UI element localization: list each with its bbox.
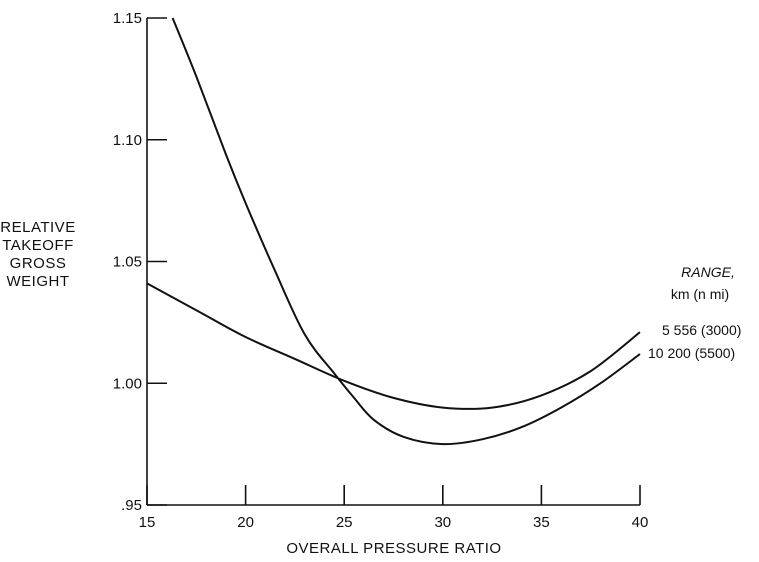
x-tick-label: 35 <box>533 514 550 531</box>
y-axis-label-line-2: TAKEOFF <box>2 237 74 254</box>
y-axis-label-line-3: GROSS <box>10 255 67 272</box>
legend-title-line-1: RANGE, <box>681 264 735 280</box>
y-tick-label: 1.00 <box>113 375 142 392</box>
y-ticks: .95 1.00 1.05 1.10 1.15 <box>113 10 167 514</box>
y-tick-label: 1.15 <box>113 10 142 27</box>
x-tick-label: 25 <box>336 514 353 531</box>
series-line-2 <box>171 17 641 446</box>
x-tick-label: 40 <box>632 514 649 531</box>
y-axis-label: RELATIVE TAKEOFF GROSS WEIGHT <box>0 219 75 290</box>
x-tick-label: 20 <box>237 514 254 531</box>
x-ticks: 15 20 25 30 35 40 <box>139 485 649 531</box>
legend-entry-series-2: 10 200 (5500) <box>648 345 735 361</box>
legend-title-line-2: km (n mi) <box>671 286 729 302</box>
y-axis-label-line-1: RELATIVE <box>0 219 75 236</box>
y-tick-label: .95 <box>121 497 142 514</box>
series-line-1 <box>146 282 641 410</box>
y-tick-label: 1.05 <box>113 254 142 271</box>
y-tick-label: 1.10 <box>113 132 142 149</box>
x-tick-label: 15 <box>139 514 156 531</box>
legend-entry-series-1: 5 556 (3000) <box>662 322 741 338</box>
series-group <box>146 17 641 446</box>
x-tick-label: 30 <box>434 514 451 531</box>
legend: RANGE, km (n mi) 5 556 (3000) 10 200 (55… <box>648 264 741 361</box>
x-axis-label: OVERALL PRESSURE RATIO <box>286 540 501 557</box>
y-axis-label-line-4: WEIGHT <box>7 273 70 290</box>
